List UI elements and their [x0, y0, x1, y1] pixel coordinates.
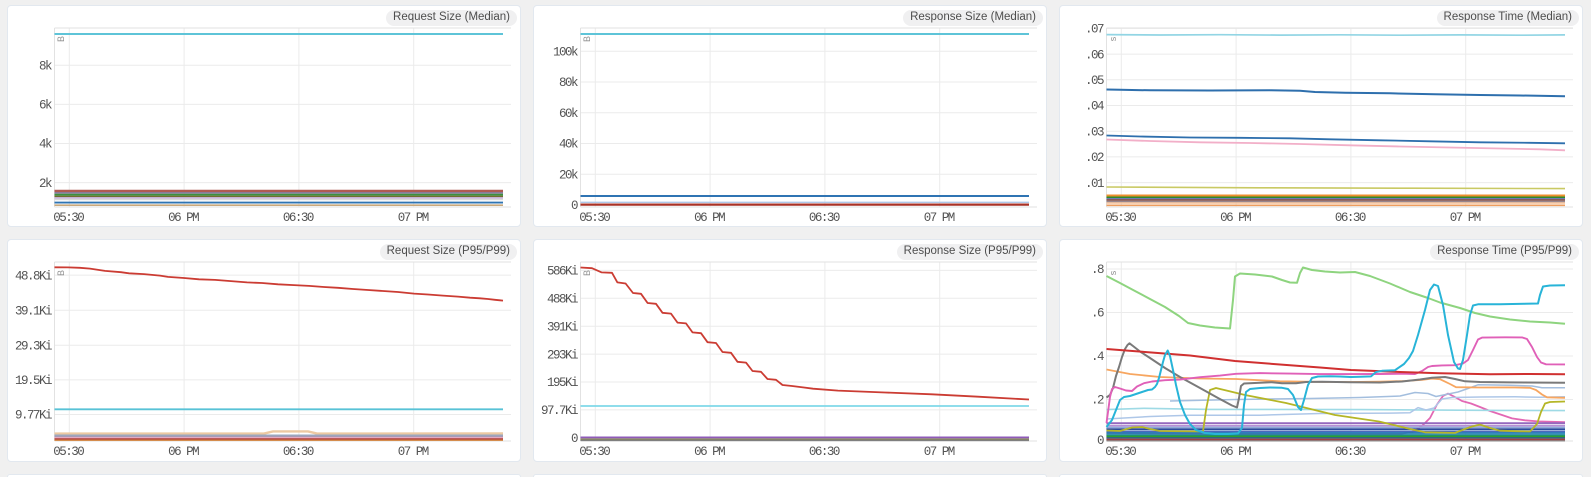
svg-text:80k: 80k: [559, 76, 578, 90]
svg-text:8k: 8k: [39, 60, 52, 74]
svg-text:195Ki: 195Ki: [547, 376, 578, 390]
svg-text:B: B: [56, 36, 66, 42]
svg-text:s: s: [1108, 36, 1118, 41]
svg-text:s: s: [1108, 270, 1118, 275]
svg-text:07 PM: 07 PM: [924, 211, 955, 225]
svg-text:0: 0: [571, 432, 578, 446]
svg-text:07 PM: 07 PM: [924, 445, 955, 459]
svg-text:07 PM: 07 PM: [398, 211, 429, 225]
svg-text:07 PM: 07 PM: [1450, 211, 1481, 225]
svg-text:06 PM: 06 PM: [1220, 211, 1251, 225]
svg-text:97.7Ki: 97.7Ki: [541, 404, 578, 418]
svg-text:06:30: 06:30: [809, 445, 840, 459]
svg-text:48.8Ki: 48.8Ki: [15, 269, 52, 283]
svg-text:20k: 20k: [559, 168, 578, 182]
svg-text:05:30: 05:30: [579, 211, 610, 225]
svg-text:586Ki: 586Ki: [547, 265, 578, 279]
svg-text:.07: .07: [1085, 23, 1104, 37]
svg-text:05:30: 05:30: [53, 211, 84, 225]
svg-text:06:30: 06:30: [1335, 211, 1366, 225]
svg-text:.4: .4: [1091, 350, 1104, 364]
svg-text:.01: .01: [1085, 177, 1104, 191]
svg-text:06:30: 06:30: [809, 211, 840, 225]
svg-text:.05: .05: [1085, 74, 1104, 88]
svg-text:.02: .02: [1085, 151, 1104, 165]
svg-text:06 PM: 06 PM: [694, 445, 725, 459]
svg-text:05:30: 05:30: [1105, 445, 1136, 459]
svg-text:6k: 6k: [39, 99, 52, 113]
svg-text:0: 0: [1097, 434, 1104, 448]
svg-text:05:30: 05:30: [53, 445, 84, 459]
svg-text:0: 0: [571, 199, 578, 213]
svg-text:07 PM: 07 PM: [398, 445, 429, 459]
svg-text:B: B: [582, 36, 592, 42]
svg-text:06 PM: 06 PM: [694, 211, 725, 225]
svg-text:06 PM: 06 PM: [1220, 445, 1251, 459]
svg-text:.2: .2: [1091, 394, 1104, 408]
svg-text:40k: 40k: [559, 138, 578, 152]
svg-text:.8: .8: [1091, 263, 1104, 277]
svg-text:06:30: 06:30: [1335, 445, 1366, 459]
svg-text:293Ki: 293Ki: [547, 348, 578, 362]
svg-text:B: B: [582, 270, 592, 276]
svg-text:2k: 2k: [39, 177, 52, 191]
svg-text:.04: .04: [1085, 100, 1104, 114]
svg-text:B: B: [56, 270, 66, 276]
svg-text:06 PM: 06 PM: [168, 211, 199, 225]
svg-text:.03: .03: [1085, 125, 1104, 139]
svg-text:39.1Ki: 39.1Ki: [15, 304, 52, 318]
svg-text:19.5Ki: 19.5Ki: [15, 374, 52, 388]
svg-text:488Ki: 488Ki: [547, 293, 578, 307]
svg-text:.6: .6: [1091, 307, 1104, 321]
svg-text:29.3Ki: 29.3Ki: [15, 339, 52, 353]
svg-text:06:30: 06:30: [283, 445, 314, 459]
svg-text:4k: 4k: [39, 138, 52, 152]
svg-text:06 PM: 06 PM: [168, 445, 199, 459]
svg-text:06:30: 06:30: [283, 211, 314, 225]
svg-text:391Ki: 391Ki: [547, 320, 578, 334]
svg-text:07 PM: 07 PM: [1450, 445, 1481, 459]
svg-text:100k: 100k: [553, 45, 578, 59]
svg-text:05:30: 05:30: [579, 445, 610, 459]
svg-text:9.77Ki: 9.77Ki: [15, 409, 52, 423]
svg-text:05:30: 05:30: [1105, 211, 1136, 225]
svg-text:.06: .06: [1085, 48, 1104, 62]
svg-text:60k: 60k: [559, 107, 578, 121]
